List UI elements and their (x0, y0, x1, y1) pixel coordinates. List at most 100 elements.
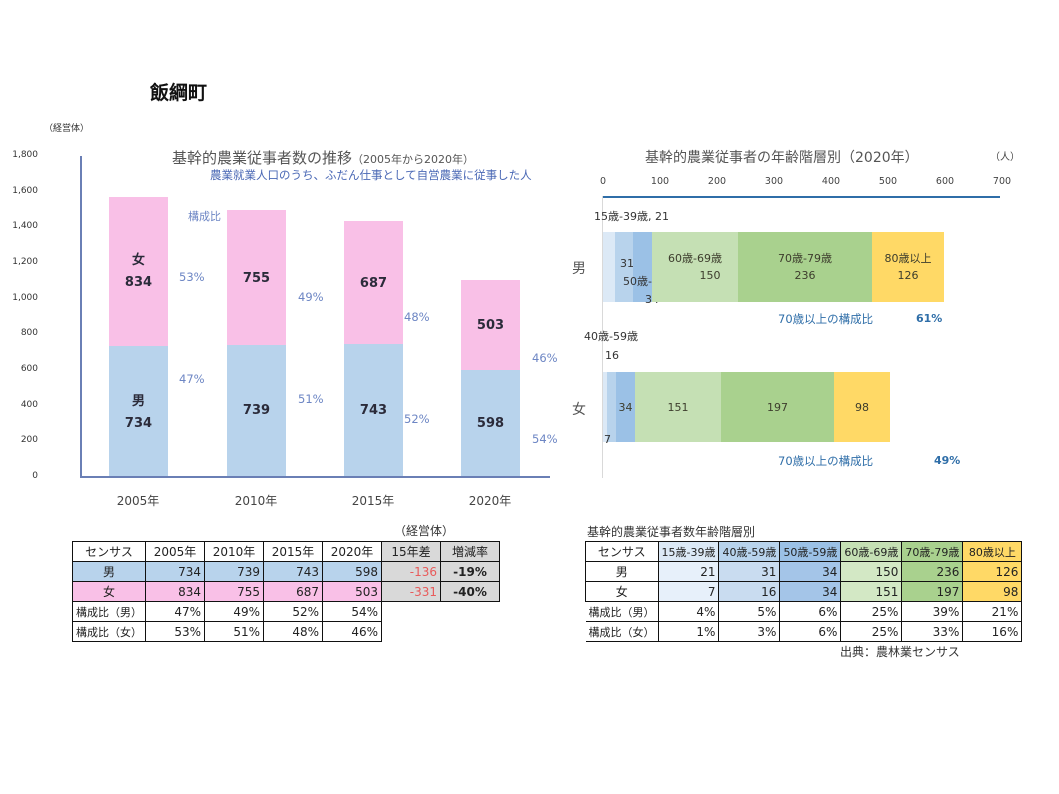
x-label-2020: 2020年 (468, 494, 512, 508)
diff-cell: -136 (381, 561, 441, 582)
cell: 34 (779, 561, 842, 582)
y-axis-line (80, 156, 82, 477)
male-seg-80-plus: 80歳以上 126 (872, 232, 944, 302)
female-seg-70-79: 197 (721, 372, 834, 442)
y-tick: 1,400 (12, 221, 38, 231)
male-seg-70-79: 70歳-79歳 236 (738, 232, 872, 302)
x-axis-unit: （人） (990, 152, 1020, 163)
x-axis-line (603, 196, 1000, 198)
bar-female-2010 (227, 210, 286, 345)
bar-female-2020 (461, 280, 520, 370)
cell: 734 (145, 561, 205, 582)
row-label: 男 (585, 561, 659, 582)
y-tick: 200 (20, 435, 38, 445)
cell: 98 (962, 581, 1023, 602)
cell: 53% (145, 621, 205, 642)
x-tick: 500 (878, 176, 898, 187)
trend-chart-title: 基幹的農業従事者数の推移（2005年から2020年） (172, 149, 475, 167)
bar-male-2010 (227, 345, 286, 477)
cell: 48% (263, 621, 323, 642)
cell: 739 (204, 561, 264, 582)
row-label: 構成比（女） (72, 621, 146, 642)
x-label-2015: 2015年 (351, 494, 395, 508)
pct-male-2020: 54% (532, 432, 558, 446)
x-tick: 100 (650, 176, 670, 187)
x-axis-line (80, 476, 550, 478)
male-seg-50-59 (633, 232, 652, 302)
table-unit: （経営体） (394, 524, 455, 538)
cell: 52% (263, 601, 323, 622)
cell: 25% (840, 601, 903, 622)
header-cell: 40歳-59歳 (718, 541, 781, 562)
cell: 47% (145, 601, 205, 622)
table-row: 構成比（男） 47% 49% 52% 54% (72, 601, 500, 622)
cell: 51% (204, 621, 264, 642)
x-tick: 0 (599, 176, 607, 187)
header-cell: 増減率 (440, 541, 500, 562)
header-cell: 2015年 (263, 541, 323, 562)
female-ratio70-value: 49% (934, 454, 961, 467)
table-header-row: センサス 15歳-39歳 40歳-59歳 50歳-59歳 60歳-69歳 70歳… (585, 541, 1023, 562)
female-ratio70-label: 70歳以上の構成比 (778, 454, 874, 468)
cell: 5% (718, 601, 781, 622)
pct-female-2020: 46% (532, 351, 558, 365)
bar-label-female-2020: 503 (476, 318, 505, 333)
table-row: 構成比（女） 1% 3% 6% 25% 33% 16% (585, 621, 1023, 642)
x-label-2005: 2005年 (116, 494, 160, 508)
town-title: 飯綱町 (150, 82, 208, 104)
y-tick: 600 (20, 364, 38, 374)
cell: 34 (779, 581, 842, 602)
header-cell: 15歳-39歳 (657, 541, 720, 562)
header-cell: 15年差 (381, 541, 441, 562)
bar-male-2005 (109, 346, 168, 477)
table-row: 女 834 755 687 503 -331 -40% (72, 581, 500, 602)
male-15-39-label: 15歳-39歳, 21 (594, 210, 669, 223)
bar-label-female-2005: 女 834 (124, 253, 153, 290)
rate-cell: -40% (440, 581, 500, 602)
male-seg-40-59 (615, 232, 633, 302)
male-ratio70-value: 61% (916, 312, 943, 325)
cell: 4% (657, 601, 720, 622)
cell: 54% (322, 601, 382, 622)
cell: 743 (263, 561, 323, 582)
header-cell: センサス (585, 541, 659, 562)
x-label-2010: 2010年 (234, 494, 278, 508)
table-row: 構成比（男） 4% 5% 6% 25% 39% 21% (585, 601, 1023, 622)
cell: 33% (901, 621, 964, 642)
row-label: 女 (585, 581, 659, 602)
male-category-label: 男 (572, 261, 586, 277)
cell: 150 (840, 561, 903, 582)
diff-cell: -331 (381, 581, 441, 602)
male-40-59-value: 31 (620, 257, 634, 270)
empty-cell (441, 602, 500, 622)
header-cell: 2005年 (145, 541, 205, 562)
y-tick: 1,800 (12, 150, 38, 160)
y-tick: 1,200 (12, 257, 38, 267)
pct-male-2005: 47% (179, 372, 205, 386)
bar-label-female-2010: 755 (242, 271, 271, 286)
cell: 3% (718, 621, 781, 642)
male-ratio70-label: 70歳以上の構成比 (778, 312, 874, 326)
x-tick: 700 (992, 176, 1012, 187)
cell: 16% (962, 621, 1023, 642)
row-label: 女 (72, 581, 146, 602)
bar-female-2015 (344, 221, 403, 344)
female-category-label: 女 (572, 402, 586, 418)
empty-cell (382, 622, 441, 642)
bar-label-male-2015: 743 (359, 403, 388, 418)
header-cell: 2010年 (204, 541, 264, 562)
female-40-59-label: 40歳-59歳 (584, 330, 638, 343)
header-cell: 80歳以上 (962, 541, 1023, 562)
cell: 21% (962, 601, 1023, 622)
female-seg-50-59: 34 (616, 372, 635, 442)
table-row: 男 734 739 743 598 -136 -19% (72, 561, 500, 582)
y-axis-line (602, 196, 603, 478)
empty-cell (382, 602, 441, 622)
cell: 151 (840, 581, 903, 602)
male-seg-15-39 (603, 232, 615, 302)
x-tick: 600 (935, 176, 955, 187)
pct-male-2010: 51% (298, 392, 324, 406)
bar-male-2020 (461, 370, 520, 477)
cell: 16 (718, 581, 781, 602)
bar-label-male-2020: 598 (476, 416, 505, 431)
